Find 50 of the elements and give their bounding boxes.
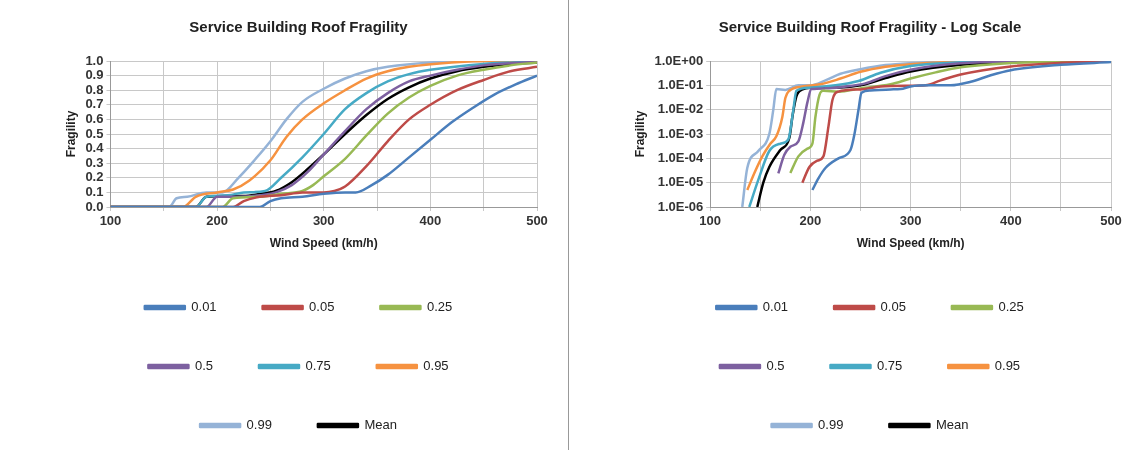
y-axis-title: Fragility: [63, 110, 78, 158]
y-tick-label: 1.0E-01: [657, 76, 703, 92]
y-tick-label: 1.0E-04: [657, 149, 704, 165]
y-tick-label: 1.0E+00: [653, 52, 703, 68]
y-tick-label: 0.2: [85, 169, 104, 185]
x-tick-label: 100: [698, 213, 721, 229]
x-axis-title: Wind Speed (km/h): [269, 236, 378, 251]
y-tick-label: 0.8: [85, 81, 104, 97]
legend-label: 0.99: [246, 417, 272, 433]
chart-title: Service Building Roof Fragility - Log Scale: [718, 18, 1021, 36]
x-tick-label: 500: [1099, 213, 1122, 229]
legend-label: 0.25: [997, 299, 1024, 315]
x-tick-label: 300: [312, 213, 335, 229]
y-tick-label: 0.1: [85, 183, 104, 199]
y-tick-label: 1.0E-06: [657, 198, 703, 214]
x-axis-title: Wind Speed (km/h): [856, 236, 965, 251]
y-tick-label: 0.5: [85, 125, 104, 141]
legend-label: 0.5: [194, 358, 213, 374]
chart-title: Service Building Roof Fragility: [189, 18, 409, 36]
legend-label: Mean: [364, 417, 397, 433]
x-tick-label: 400: [999, 213, 1022, 229]
y-tick-label: 0.9: [85, 67, 104, 83]
legend-label: 0.95: [994, 358, 1020, 374]
y-tick-label: 0.7: [85, 96, 104, 112]
x-tick-label: 200: [799, 213, 821, 229]
y-tick-label: 1.0E-03: [657, 125, 703, 141]
y-tick-label: 1.0E-02: [657, 101, 703, 117]
legend-label: 0.05: [880, 299, 906, 315]
y-tick-label: 1.0: [85, 52, 104, 68]
y-tick-label: 0.0: [85, 198, 104, 214]
legend-label: 0.25: [426, 299, 453, 315]
legend-label: 0.5: [765, 358, 784, 374]
y-tick-label: 0.4: [85, 140, 105, 156]
x-tick-label: 300: [899, 213, 921, 229]
y-tick-label: 0.3: [85, 154, 104, 170]
x-tick-label: 100: [99, 213, 122, 229]
legend-label: 0.01: [191, 299, 217, 315]
x-tick-label: 400: [419, 213, 442, 229]
legend-label: 0.99: [817, 417, 843, 433]
legend-label: 0.95: [423, 358, 449, 374]
legend-label: Mean: [935, 417, 968, 433]
y-tick-label: 1.0E-05: [657, 174, 703, 190]
legend-label: 0.05: [309, 299, 335, 315]
legend-label: 0.75: [876, 358, 902, 374]
legend-label: 0.01: [762, 299, 788, 315]
legend-label: 0.75: [305, 358, 331, 374]
y-axis-title: Fragility: [632, 110, 647, 158]
x-tick-label: 200: [206, 213, 228, 229]
y-tick-label: 0.6: [85, 110, 104, 126]
x-tick-label: 500: [526, 213, 548, 229]
